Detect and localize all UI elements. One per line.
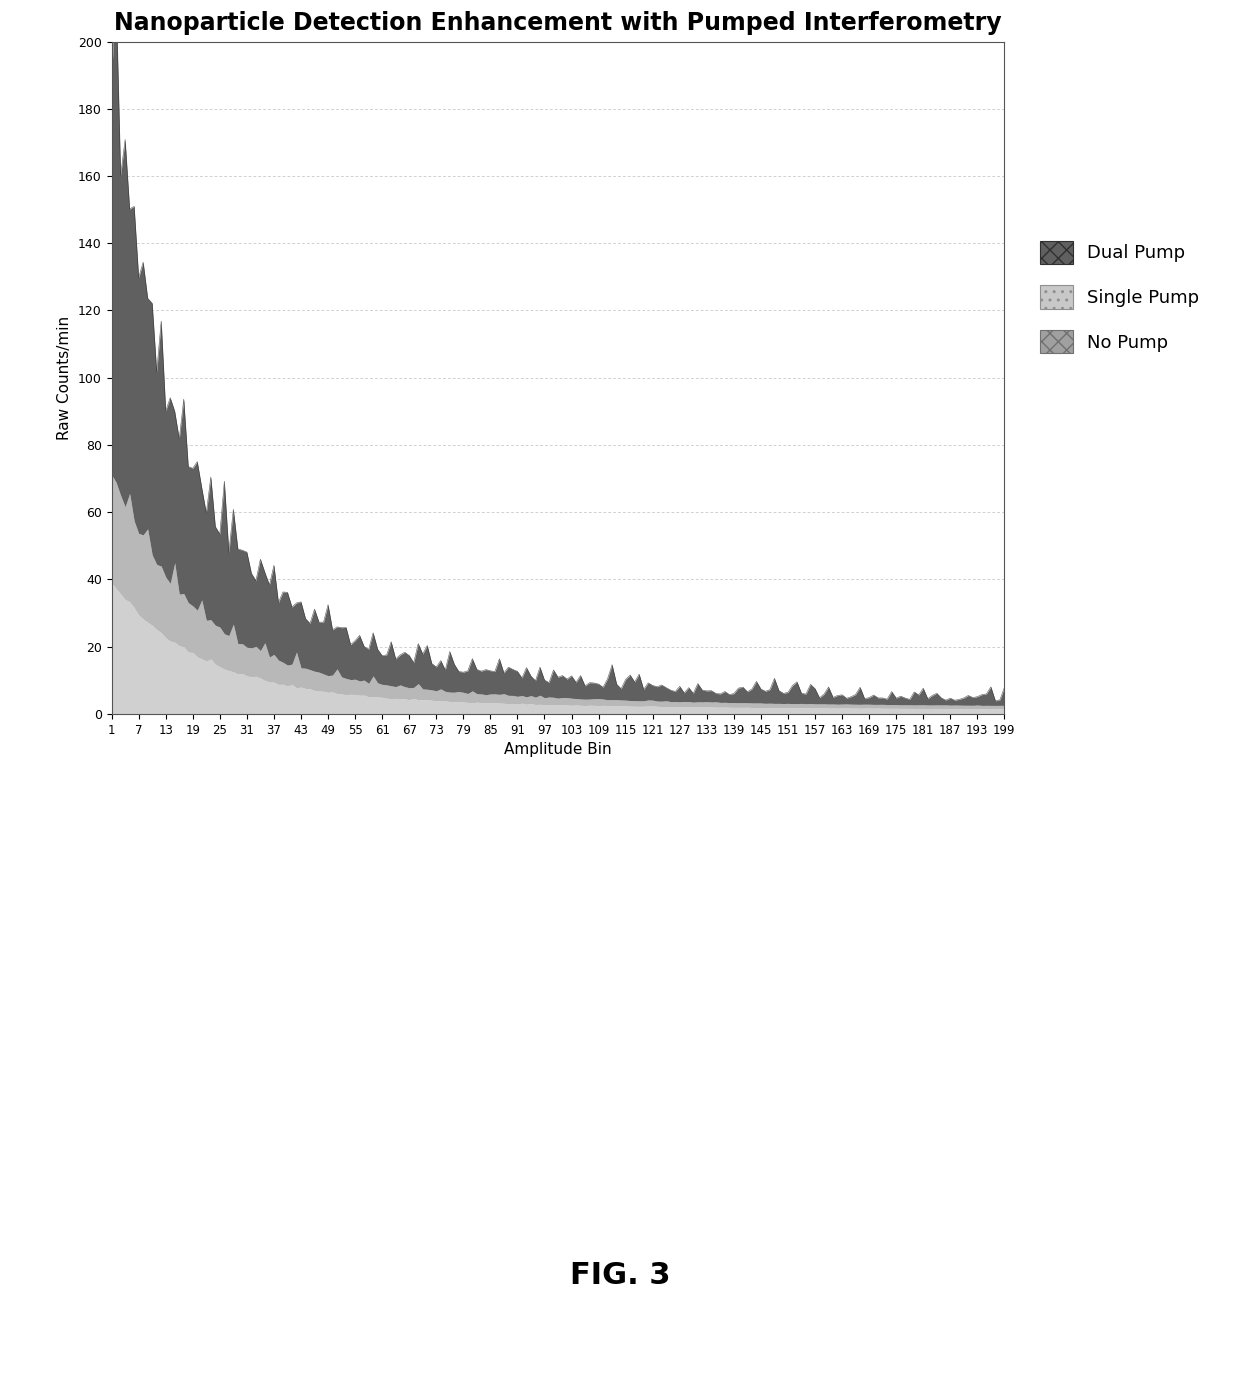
Legend: Dual Pump, Single Pump, No Pump: Dual Pump, Single Pump, No Pump <box>1032 231 1209 363</box>
Title: Nanoparticle Detection Enhancement with Pumped Interferometry: Nanoparticle Detection Enhancement with … <box>114 11 1002 36</box>
Text: FIG. 3: FIG. 3 <box>569 1261 671 1289</box>
X-axis label: Amplitude Bin: Amplitude Bin <box>505 742 611 757</box>
Y-axis label: Raw Counts/min: Raw Counts/min <box>57 316 72 439</box>
